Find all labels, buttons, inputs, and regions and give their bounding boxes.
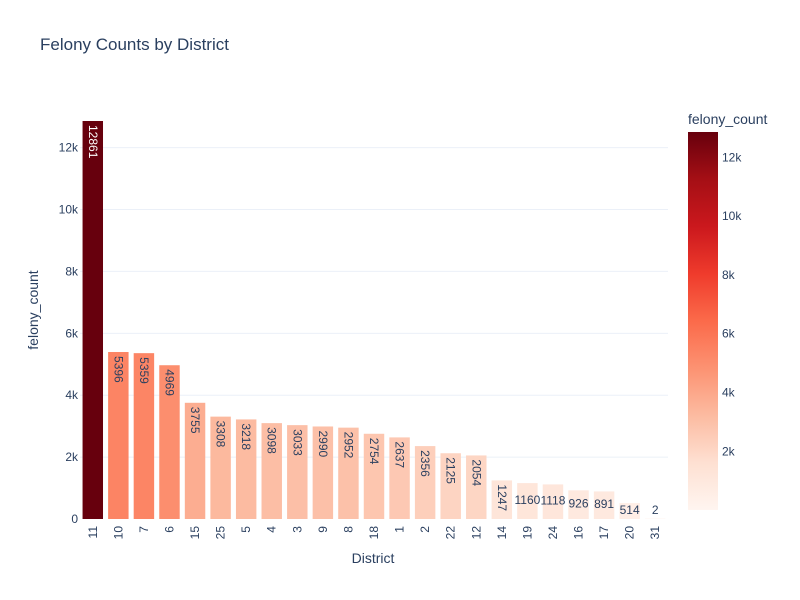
bar [491,480,513,519]
bar [287,425,308,519]
y-tick-label: 6k [65,326,79,340]
bar [133,353,155,519]
x-tick-label: 7 [137,526,151,533]
bar-value-label: 2637 [393,441,407,468]
y-tick-label: 0 [71,512,78,526]
x-tick-label: 4 [265,526,279,533]
bar [363,433,385,519]
bar-value-label: 2990 [316,430,330,457]
colorbar-tick-label: 4k [722,385,736,399]
bar-value-label: 1160 [514,493,540,507]
x-tick-label: 10 [111,526,125,540]
bar-value-label: 5359 [137,357,151,384]
colorbar-title: felony_count [688,111,768,127]
x-tick-label: 19 [520,526,534,540]
bar-value-label: 3033 [290,429,304,456]
x-tick-label: 1 [393,526,407,533]
bar [542,484,564,519]
bar-value-label: 5396 [111,356,125,383]
bar [261,423,282,519]
bar-value-label: 514 [620,503,640,517]
bar [82,121,104,519]
colorbar-tick-label: 8k [722,268,736,282]
colorbar-tick-label: 12k [722,150,742,164]
colorbar-tick-label: 2k [722,444,736,458]
x-tick-label: 15 [188,526,202,540]
x-tick-label: 9 [316,526,330,533]
x-tick-label: 12 [469,526,483,540]
bar-value-label: 2 [652,503,659,517]
bar [312,426,334,519]
chart-title: Felony Counts by District [40,35,229,54]
bar-value-label: 2054 [469,459,483,486]
bar-value-label: 3218 [239,423,253,450]
y-tick-label: 8k [65,264,79,278]
bar [184,402,206,519]
bar [389,437,410,519]
x-tick-label: 14 [495,526,509,540]
y-tick-label: 10k [59,203,79,217]
bar-value-label: 2952 [341,432,355,459]
bar-value-label: 3308 [214,421,228,448]
colorbar-tick-label: 6k [722,327,736,341]
y-tick-label: 2k [65,450,79,464]
bar-value-label: 3755 [188,407,202,434]
x-tick-label: 11 [86,526,100,539]
bar-value-label: 3098 [265,427,279,454]
bar-value-label: 891 [594,497,614,511]
x-tick-label: 17 [597,526,611,540]
colorbar-tick-label: 10k [722,209,742,223]
bar-value-label: 2125 [444,457,458,484]
x-axis-ticks: 11 10 7 6 15 25 5 4 3 9 8 18 1 2 22 12 14 19 24 16 17 20 31 [86,526,662,540]
bar [619,503,640,519]
colorbar-ticks: 2k 4k 6k 8k 10k 12k [722,150,742,458]
x-tick-label: 22 [444,526,458,540]
bar [338,427,359,519]
bar [466,455,487,519]
bar [593,491,615,519]
x-tick-label: 18 [367,526,381,540]
bar [414,446,436,519]
x-axis-title: District [352,550,395,566]
bar-value-label: 1118 [540,494,565,508]
bar-value-label: 2356 [418,450,432,477]
bar [440,453,461,519]
bar-value-label: 2754 [367,438,381,465]
bars [82,121,666,519]
bar-value-label: 926 [569,497,589,511]
bar-labels: 12861 5396 5359 4969 3755 3308 3218 3098 3033 299… [86,125,659,517]
bar-value-label: 4969 [162,369,176,396]
bar [159,365,180,519]
y-axis-title: felony_count [25,270,41,350]
bar [568,490,589,519]
x-tick-label: 2 [418,526,432,533]
bar [235,419,257,519]
x-tick-label: 16 [572,526,586,540]
bar [108,352,129,519]
y-axis-ticks: 0 2k 4k 6k 8k 10k 12k [59,141,79,526]
y-tick-label: 12k [59,141,79,155]
colorbar [688,132,718,510]
y-tick-label: 4k [65,388,79,402]
x-tick-label: 6 [162,526,176,533]
x-tick-label: 20 [623,526,637,540]
bar [644,518,666,519]
x-tick-label: 3 [290,526,304,533]
bar-value-label: 12861 [86,125,100,159]
bar [210,416,231,519]
x-tick-label: 8 [341,526,355,533]
x-tick-label: 31 [648,526,662,540]
bar [517,483,538,519]
x-tick-label: 24 [546,526,560,540]
x-tick-label: 5 [239,526,253,533]
x-tick-label: 25 [214,526,228,540]
bar-value-label: 1247 [495,484,509,511]
